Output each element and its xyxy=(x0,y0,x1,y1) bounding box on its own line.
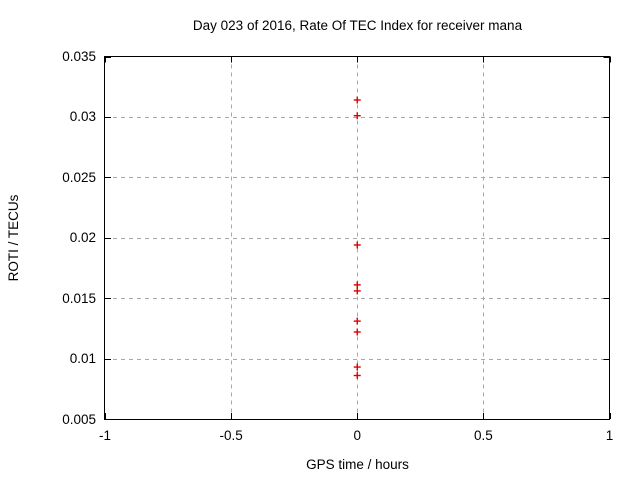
data-point-marker xyxy=(353,241,361,249)
data-point-marker xyxy=(353,328,361,336)
data-point-marker xyxy=(353,363,361,371)
y-tick-label: 0.025 xyxy=(62,169,96,185)
y-tick-label: 0.035 xyxy=(62,49,96,64)
x-tick-label: -0.5 xyxy=(219,428,243,443)
data-point-marker xyxy=(353,287,361,295)
y-tick-label: 0.03 xyxy=(69,109,96,125)
x-tick-label: 0 xyxy=(353,428,362,443)
chart-title: Day 023 of 2016, Rate Of TEC Index for r… xyxy=(192,18,523,33)
data-point-marker xyxy=(353,96,361,104)
y-tick-label: 0.005 xyxy=(62,411,96,427)
x-tick-label: 0.5 xyxy=(473,428,493,443)
x-tick-label: -1 xyxy=(98,428,112,443)
data-point-marker xyxy=(353,112,361,120)
plot-border xyxy=(104,56,610,420)
x-axis-label: GPS time / hours xyxy=(306,457,409,472)
data-point-marker xyxy=(353,317,361,325)
x-tick-label: 1 xyxy=(605,428,614,443)
data-point-marker xyxy=(353,372,361,379)
y-tick-label: 0.02 xyxy=(69,230,96,246)
data-point-marker xyxy=(353,281,361,289)
y-tick-label: 0.015 xyxy=(62,290,96,306)
data-points xyxy=(353,96,361,379)
y-tick-label: 0.01 xyxy=(69,351,96,367)
